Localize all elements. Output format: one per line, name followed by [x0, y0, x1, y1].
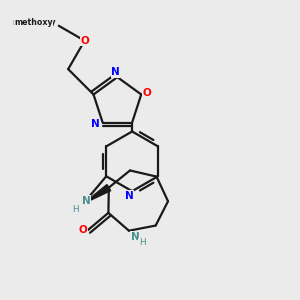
Text: N: N [111, 68, 120, 77]
Text: methoxy: methoxy [14, 18, 53, 27]
Text: O: O [79, 225, 87, 235]
Text: H: H [72, 205, 79, 214]
Text: N: N [91, 119, 100, 129]
Text: H: H [139, 238, 146, 247]
Text: N: N [82, 196, 91, 206]
Text: O: O [143, 88, 152, 98]
Text: N: N [125, 191, 134, 201]
Text: methoxy: methoxy [12, 18, 56, 27]
Text: O: O [80, 36, 89, 46]
Polygon shape [83, 184, 111, 204]
Text: N: N [130, 232, 139, 242]
